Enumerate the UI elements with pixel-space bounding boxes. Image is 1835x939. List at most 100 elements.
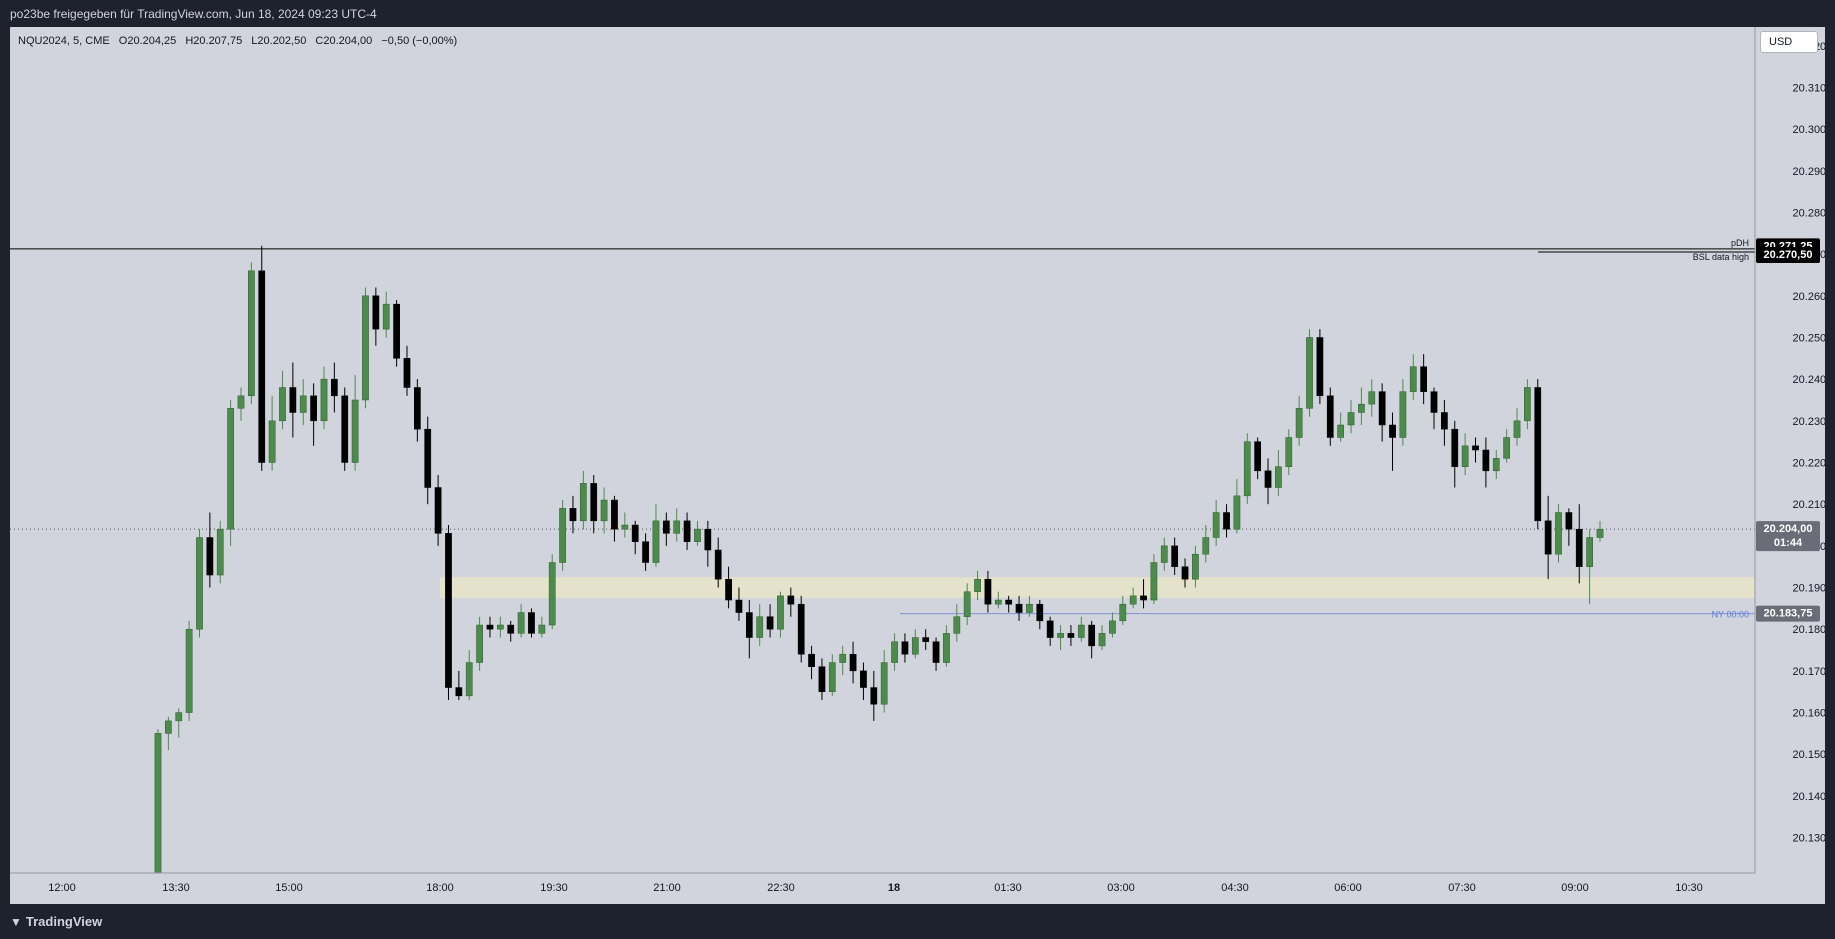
time-tick-label: 21:00 <box>653 882 681 894</box>
candle-body <box>642 541 649 563</box>
candle-body <box>403 358 411 388</box>
candle-body <box>1555 512 1562 555</box>
currency-button[interactable]: USD <box>1760 31 1818 53</box>
price-tick-label: 20.220,00 <box>1793 458 1825 470</box>
candle-body <box>476 624 483 663</box>
candle-body <box>1036 603 1044 622</box>
candle-body <box>704 528 712 551</box>
candle-body <box>652 520 660 563</box>
candle-body <box>1109 620 1116 634</box>
candle-body <box>963 591 971 617</box>
candle-body <box>1389 424 1396 438</box>
candle-body <box>289 387 297 413</box>
candle-body <box>175 712 183 722</box>
symbol-legend: NQU2024, 5, CME O20.204,25 H20.207,75 L2… <box>18 35 463 47</box>
candle-body <box>1596 528 1604 538</box>
candle-body <box>445 533 452 688</box>
candle-body <box>1005 599 1013 605</box>
candle-body <box>424 428 432 488</box>
ny-price-text: 20.183,75 <box>1764 608 1813 620</box>
candle-body <box>216 528 224 576</box>
pdh-label: pDH <box>1731 238 1749 248</box>
candle-body <box>1337 424 1345 438</box>
candle-body <box>154 733 162 874</box>
candle-body <box>1316 337 1324 397</box>
candle-body <box>1430 391 1438 413</box>
candle-body <box>621 524 629 530</box>
bsl-price-text: 20.270,50 <box>1764 249 1813 261</box>
candle-body <box>1243 441 1251 497</box>
candle-body <box>1368 391 1376 405</box>
time-tick-label: 09:00 <box>1561 882 1589 894</box>
candle-body <box>932 641 940 663</box>
price-tick-label: 20.160,00 <box>1793 708 1825 720</box>
tradingview-logo-icon: ▼ <box>10 915 22 929</box>
candle-body <box>787 595 795 605</box>
time-tick-label: 22:30 <box>767 882 795 894</box>
candle-body <box>330 378 338 397</box>
time-tick-label: 03:00 <box>1107 882 1135 894</box>
candle-body <box>1254 441 1262 472</box>
tradingview-logo[interactable]: ▼ TradingView <box>10 914 102 929</box>
candle-body <box>891 641 898 663</box>
legend-low: L20.202,50 <box>251 35 307 47</box>
candle-body <box>1472 445 1479 451</box>
candle-body <box>465 662 473 697</box>
candle-body <box>1399 391 1407 438</box>
candle-body <box>1015 603 1023 613</box>
time-tick-label: 06:00 <box>1334 882 1362 894</box>
candle-body <box>1181 566 1189 580</box>
candle-body <box>1420 366 1428 392</box>
candle-body <box>1461 445 1469 467</box>
candle-body <box>1212 512 1220 538</box>
candle-body <box>1119 603 1127 622</box>
time-tick-label: 12:00 <box>48 882 76 894</box>
candle-body <box>362 295 369 401</box>
candle-body <box>1409 366 1417 392</box>
candle-body <box>911 637 919 655</box>
candle-body <box>1347 412 1355 426</box>
candle-body <box>994 599 1002 605</box>
candle-body <box>901 641 909 655</box>
candle-body <box>320 378 328 422</box>
candle-body <box>1129 595 1137 605</box>
candle-body <box>393 303 400 359</box>
legend-high: H20.207,75 <box>185 35 243 47</box>
legend-open: O20.204,25 <box>118 35 177 47</box>
last-price-box <box>1756 521 1820 552</box>
candle-body <box>1171 545 1179 567</box>
candle-body <box>1503 437 1510 459</box>
price-tick-label: 20.240,00 <box>1793 374 1825 386</box>
candle-body <box>922 637 930 642</box>
candle-body <box>1492 458 1500 472</box>
candle-body <box>766 616 774 630</box>
candle-body <box>227 408 234 530</box>
candle-body <box>839 653 847 663</box>
candle-body <box>777 595 784 630</box>
legend-symbol[interactable]: NQU2024, 5, CME <box>18 35 110 47</box>
candle-body <box>1295 408 1303 438</box>
candle-body <box>849 653 857 672</box>
price-tick-label: 20.230,00 <box>1793 416 1825 428</box>
price-tick-label: 20.150,00 <box>1793 749 1825 761</box>
candle-body <box>870 687 878 705</box>
candle-body <box>631 524 639 542</box>
bsl-label: BSL data high <box>1693 252 1749 262</box>
candle-body <box>818 666 826 692</box>
legend-change: −0,50 (−0,00%) <box>381 35 458 47</box>
candle-body <box>486 624 494 630</box>
candle-body <box>611 499 618 530</box>
candle-body <box>258 270 266 463</box>
time-tick-label: 13:30 <box>162 882 190 894</box>
ny-label: NY 00:00 <box>1712 610 1749 620</box>
candle-body <box>1285 437 1293 467</box>
candle-body <box>745 612 753 638</box>
candle-body <box>1441 412 1448 430</box>
time-tick-label: 18:00 <box>426 882 454 894</box>
candle-body <box>1098 633 1106 647</box>
price-tick-label: 20.290,00 <box>1793 166 1825 178</box>
candle-body <box>569 508 577 522</box>
price-tick-label: 20.130,00 <box>1793 833 1825 845</box>
